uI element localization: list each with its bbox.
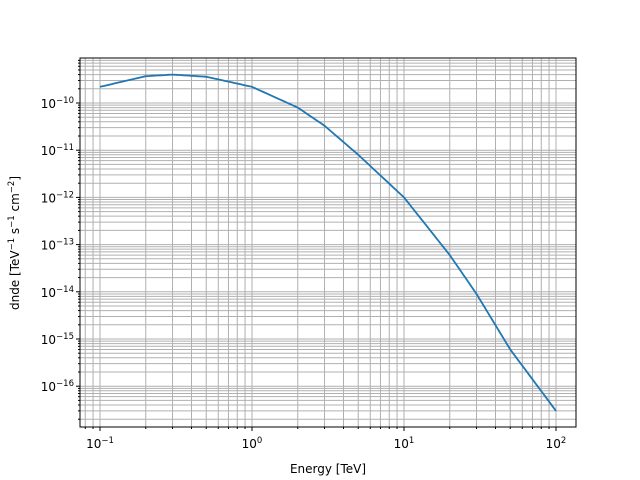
plot-frame [79,57,577,428]
y-tick-label: 10−14 [41,285,74,300]
y-tick-label: 10−13 [41,238,74,253]
x-tick-labels: 10−1 100 101 102 [86,436,566,451]
x-tick-label: 102 [546,436,567,451]
x-axis-label: Energy [TeV] [290,462,366,476]
y-tick-label: 10−16 [41,379,74,394]
x-tick-label: 10−1 [86,436,114,451]
y-tick-label: 10−12 [41,190,74,205]
grid-lines [80,58,576,427]
y-tick-labels: 10−10 10−11 10−12 10−13 10−14 10−15 10−16 [41,96,74,394]
y-axis-label: dnde [TeV−1 s−1 cm−2] [7,176,22,310]
y-tick-label: 10−15 [41,332,74,347]
x-tick-label: 101 [394,436,415,451]
axis-ticks [76,59,557,431]
y-tick-label: 10−10 [41,96,74,111]
data-line [99,73,557,412]
y-tick-label: 10−11 [41,143,74,158]
x-tick-label: 100 [242,436,263,451]
